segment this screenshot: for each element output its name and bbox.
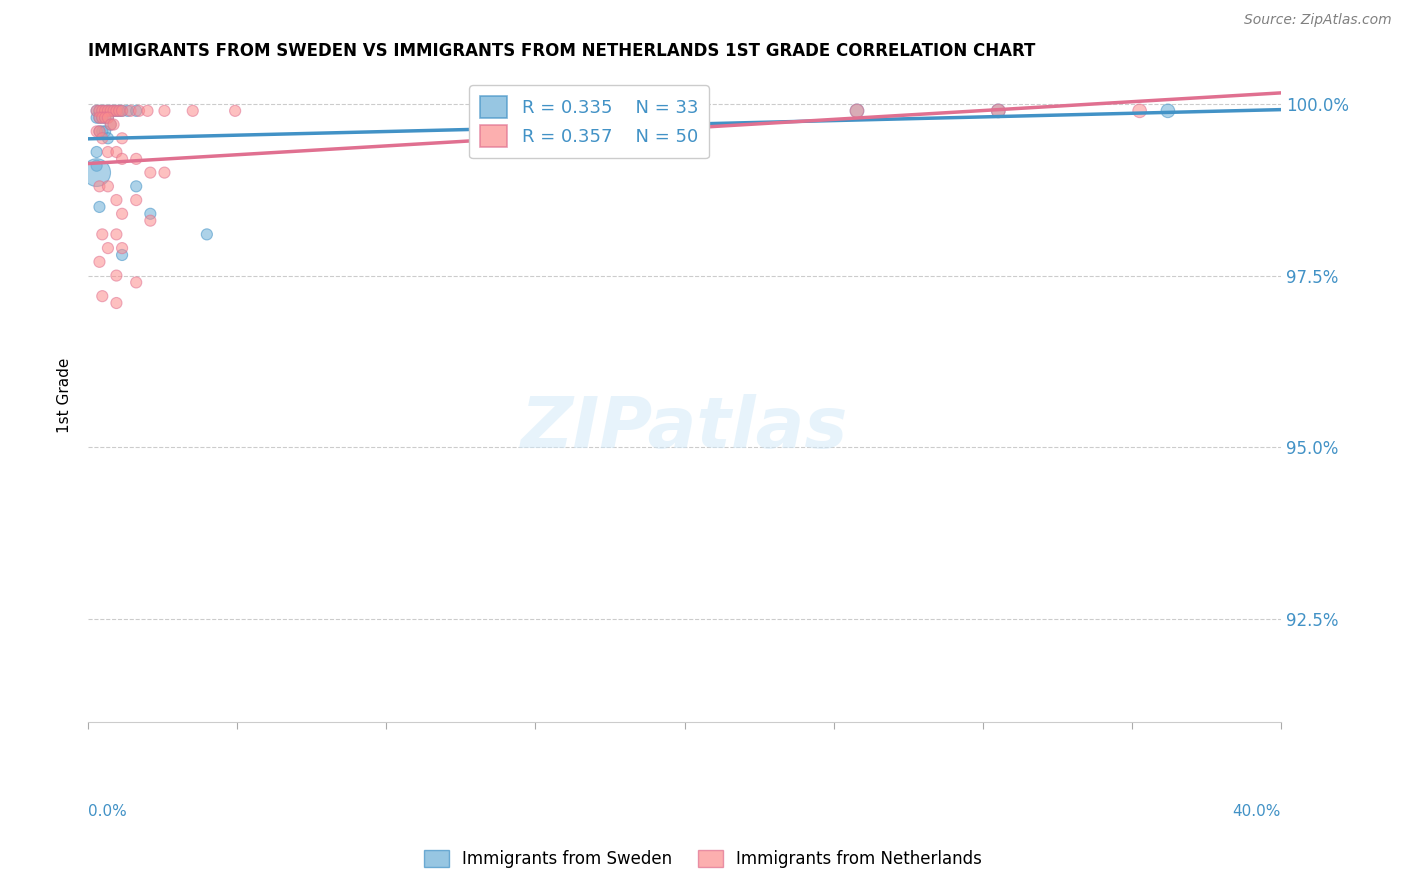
Point (86, 103, 108, 118)
Point (136, 103, 159, 118)
Point (97, 111, 120, 125)
Point (111, 103, 134, 118)
Point (94, 124, 117, 138)
Point (91, 103, 114, 118)
Point (91, 131, 114, 145)
Text: Source: ZipAtlas.com: Source: ZipAtlas.com (1244, 13, 1392, 28)
Point (117, 103, 139, 118)
Text: ZIPatlas: ZIPatlas (520, 393, 848, 463)
Point (86, 111, 108, 125)
Point (100, 103, 122, 118)
Point (1157, 103, 1180, 118)
Point (987, 103, 1010, 118)
Point (94, 103, 117, 118)
Point (86, 103, 108, 118)
Point (100, 118, 122, 132)
Point (94, 103, 117, 118)
Point (105, 193, 128, 207)
Point (97, 103, 120, 118)
Point (139, 207, 162, 221)
Point (105, 145, 128, 159)
Point (89, 103, 111, 118)
Point (153, 103, 176, 118)
Point (111, 241, 134, 255)
Point (108, 103, 131, 118)
Point (91, 124, 114, 138)
Point (97, 111, 120, 125)
Point (97, 103, 120, 118)
Point (125, 152, 148, 166)
Point (139, 166, 162, 180)
Point (105, 296, 128, 310)
Point (125, 276, 148, 290)
Point (86, 124, 108, 138)
Point (108, 103, 131, 118)
Point (97, 145, 120, 159)
Point (89, 255, 111, 269)
Point (846, 103, 869, 118)
Point (89, 179, 111, 194)
Point (181, 103, 204, 118)
Point (97, 179, 120, 194)
Point (103, 103, 125, 118)
Point (120, 103, 142, 118)
Point (111, 152, 134, 166)
Point (105, 268, 128, 283)
Point (1129, 103, 1152, 118)
Point (100, 103, 122, 118)
Point (97, 241, 120, 255)
Point (103, 103, 125, 118)
Y-axis label: 1st Grade: 1st Grade (58, 358, 72, 434)
Point (91, 227, 114, 242)
Point (103, 118, 125, 132)
Point (111, 103, 134, 118)
Point (111, 131, 134, 145)
Point (86, 166, 108, 180)
Text: IMMIGRANTS FROM SWEDEN VS IMMIGRANTS FROM NETHERLANDS 1ST GRADE CORRELATION CHAR: IMMIGRANTS FROM SWEDEN VS IMMIGRANTS FRO… (89, 42, 1036, 60)
Point (105, 227, 128, 242)
Point (89, 103, 111, 118)
Point (125, 179, 148, 194)
Point (987, 103, 1010, 118)
Point (89, 111, 111, 125)
Point (125, 193, 148, 207)
Point (89, 124, 111, 138)
Point (89, 200, 111, 214)
Point (94, 111, 117, 125)
Point (105, 103, 128, 118)
Point (91, 111, 114, 125)
Point (86, 145, 108, 159)
Point (195, 227, 218, 242)
Point (128, 103, 150, 118)
Point (89, 124, 111, 138)
Point (86, 159, 108, 173)
Point (846, 103, 869, 118)
Point (94, 111, 117, 125)
Point (97, 131, 120, 145)
Point (91, 111, 114, 125)
Point (111, 207, 134, 221)
Point (105, 103, 128, 118)
Point (153, 166, 176, 180)
Point (100, 118, 122, 132)
Text: 0.0%: 0.0% (89, 804, 127, 819)
Point (224, 103, 246, 118)
Legend: Immigrants from Sweden, Immigrants from Netherlands: Immigrants from Sweden, Immigrants from … (418, 843, 988, 875)
Point (89, 111, 111, 125)
Point (91, 103, 114, 118)
Point (111, 248, 134, 262)
Text: 40.0%: 40.0% (1233, 804, 1281, 819)
Point (139, 213, 162, 227)
Point (125, 103, 148, 118)
Legend: R = 0.335    N = 33, R = 0.357    N = 50: R = 0.335 N = 33, R = 0.357 N = 50 (470, 86, 709, 158)
Point (91, 289, 114, 303)
